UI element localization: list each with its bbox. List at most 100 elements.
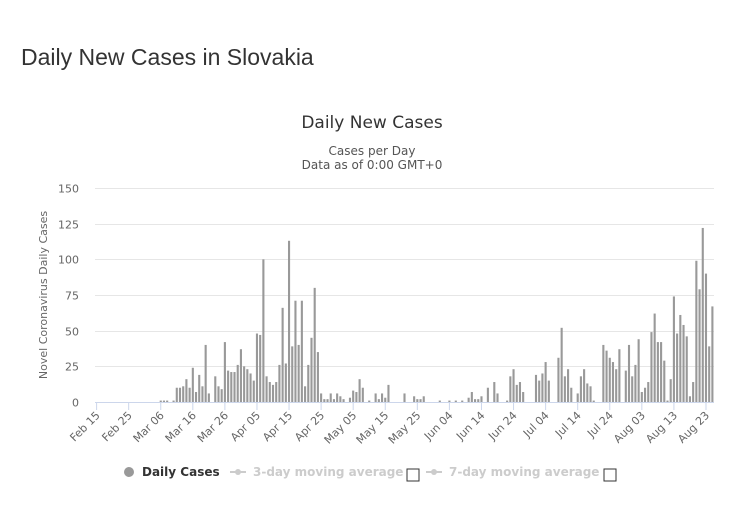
bar[interactable]	[326, 399, 329, 402]
bar[interactable]	[381, 393, 384, 402]
bar[interactable]	[422, 396, 425, 402]
bar[interactable]	[175, 387, 178, 402]
bar[interactable]	[438, 400, 441, 402]
bar[interactable]	[198, 374, 201, 402]
bar[interactable]	[259, 334, 262, 402]
bar[interactable]	[666, 400, 669, 402]
bar[interactable]	[233, 372, 236, 402]
bar[interactable]	[653, 313, 656, 402]
bar[interactable]	[544, 362, 547, 402]
bar[interactable]	[486, 387, 489, 402]
bar[interactable]	[634, 364, 637, 402]
bar[interactable]	[579, 376, 582, 402]
bar[interactable]	[348, 397, 352, 402]
legend-item-daily-cases[interactable]: Daily Cases	[124, 465, 220, 479]
bar[interactable]	[618, 349, 621, 402]
bar[interactable]	[708, 346, 711, 402]
bar[interactable]	[304, 386, 307, 402]
bar[interactable]	[358, 379, 361, 402]
bar[interactable]	[602, 344, 605, 402]
bar[interactable]	[172, 400, 175, 402]
bar[interactable]	[220, 389, 223, 402]
bar[interactable]	[332, 399, 335, 402]
bar[interactable]	[685, 336, 688, 402]
bar[interactable]	[217, 386, 220, 402]
bar[interactable]	[207, 393, 210, 402]
bar[interactable]	[230, 372, 233, 402]
bar[interactable]	[506, 400, 509, 402]
bar[interactable]	[631, 376, 634, 402]
bar[interactable]	[672, 296, 675, 402]
bar[interactable]	[342, 399, 345, 402]
bar[interactable]	[339, 396, 342, 402]
bar[interactable]	[676, 333, 679, 402]
bar[interactable]	[287, 240, 291, 402]
bar[interactable]	[679, 314, 682, 402]
bar[interactable]	[538, 380, 541, 402]
bar[interactable]	[470, 392, 473, 402]
bar[interactable]	[185, 379, 188, 402]
bar[interactable]	[419, 399, 422, 402]
bar[interactable]	[323, 399, 326, 402]
legend-checkbox-7-day[interactable]	[603, 468, 617, 482]
bar[interactable]	[698, 289, 701, 402]
bar[interactable]	[576, 393, 579, 402]
bar[interactable]	[627, 344, 631, 402]
bar[interactable]	[374, 393, 377, 402]
bar[interactable]	[534, 374, 538, 402]
bar[interactable]	[467, 397, 470, 402]
bar[interactable]	[563, 376, 566, 402]
bar[interactable]	[669, 379, 672, 402]
bar[interactable]	[461, 400, 464, 402]
bar[interactable]	[243, 366, 246, 402]
bar[interactable]	[316, 352, 319, 402]
bar[interactable]	[368, 400, 371, 402]
bar[interactable]	[570, 387, 573, 402]
bar[interactable]	[384, 397, 387, 402]
bar[interactable]	[624, 370, 627, 402]
bar[interactable]	[166, 400, 169, 402]
bar[interactable]	[512, 369, 515, 402]
bar[interactable]	[162, 400, 166, 402]
bar[interactable]	[387, 384, 390, 402]
bar[interactable]	[474, 399, 477, 402]
bar[interactable]	[236, 364, 239, 402]
bar[interactable]	[271, 384, 275, 402]
bar[interactable]	[448, 400, 451, 402]
bar[interactable]	[252, 380, 255, 402]
bar[interactable]	[268, 382, 271, 402]
bar[interactable]	[246, 369, 249, 402]
bar[interactable]	[518, 382, 522, 402]
bar[interactable]	[688, 396, 691, 402]
bar[interactable]	[275, 382, 278, 402]
bar[interactable]	[361, 387, 364, 402]
bar[interactable]	[255, 333, 259, 402]
bar[interactable]	[191, 367, 194, 402]
bar[interactable]	[239, 349, 242, 402]
bar[interactable]	[567, 369, 570, 402]
bar[interactable]	[320, 393, 323, 402]
bar[interactable]	[640, 392, 643, 402]
bar[interactable]	[336, 393, 339, 402]
bar[interactable]	[377, 399, 380, 402]
bar[interactable]	[291, 346, 294, 402]
bar[interactable]	[711, 306, 714, 402]
bar[interactable]	[477, 399, 480, 402]
bar[interactable]	[637, 339, 640, 402]
bar[interactable]	[413, 396, 416, 402]
bar[interactable]	[493, 382, 496, 402]
legend-checkbox-3-day[interactable]	[406, 468, 420, 482]
bar[interactable]	[188, 387, 191, 402]
bar[interactable]	[201, 386, 204, 402]
bar[interactable]	[297, 344, 300, 402]
bar[interactable]	[262, 259, 265, 402]
bar[interactable]	[403, 393, 406, 402]
bar[interactable]	[416, 399, 419, 402]
bar[interactable]	[608, 357, 611, 402]
bar[interactable]	[227, 370, 230, 402]
bar[interactable]	[586, 383, 589, 402]
bar[interactable]	[310, 337, 313, 402]
bar[interactable]	[300, 300, 303, 402]
bar[interactable]	[265, 376, 268, 402]
bar[interactable]	[284, 363, 287, 402]
